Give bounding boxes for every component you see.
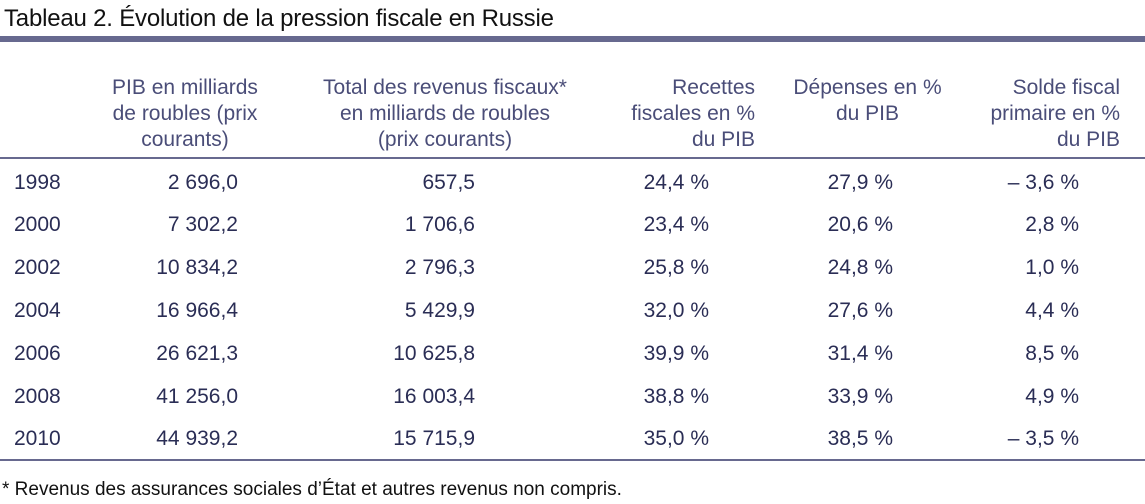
table-row: 2010 44 939,2 15 715,9 35,0 % 38,5 % – 3… [0, 424, 1145, 466]
table-row: 2004 16 966,4 5 429,9 32,0 % 27,6 % 4,4 … [0, 296, 1145, 338]
year-cell: 2010 [14, 427, 61, 450]
revenus-cell: 2 796,3 [404, 256, 475, 279]
title-divider [0, 36, 1145, 42]
solde-cell: 8,5 % [1025, 342, 1079, 365]
column-header-total-revenus: Total des revenus fiscaux* en milliards … [323, 76, 567, 151]
year-cell: 2000 [14, 213, 61, 236]
revenus-cell: 15 715,9 [393, 427, 475, 450]
table-title: Tableau 2. Évolution de la pression fisc… [4, 5, 554, 32]
depenses-cell: 20,6 % [827, 213, 893, 236]
year-cell: 2004 [14, 299, 61, 322]
column-header-depenses: Dépenses en % du PIB [793, 76, 942, 125]
recettes-cell: 39,9 % [643, 342, 709, 365]
year-cell: 2006 [14, 342, 61, 365]
year-cell: 2002 [14, 256, 61, 279]
pib-cell: 26 621,3 [156, 342, 238, 365]
depenses-cell: 27,9 % [827, 171, 893, 194]
solde-cell: 4,4 % [1025, 299, 1079, 322]
table-bottom-divider [0, 459, 1145, 461]
revenus-cell: 657,5 [422, 171, 475, 194]
recettes-cell: 35,0 % [643, 427, 709, 450]
column-header-recettes: Recettes fiscales en % du PIB [631, 76, 755, 151]
revenus-cell: 5 429,9 [404, 299, 475, 322]
solde-cell: – 3,6 % [1007, 171, 1079, 194]
recettes-cell: 25,8 % [643, 256, 709, 279]
pib-cell: 2 696,0 [167, 171, 238, 194]
table-row: 1998 2 696,0 657,5 24,4 % 27,9 % – 3,6 % [0, 168, 1145, 210]
column-header-pib: PIB en milliards de roubles (prix couran… [112, 76, 258, 151]
recettes-cell: 38,8 % [643, 385, 709, 408]
solde-cell: 4,9 % [1025, 385, 1079, 408]
solde-cell: 1,0 % [1025, 256, 1079, 279]
table-row: 2008 41 256,0 16 003,4 38,8 % 33,9 % 4,9… [0, 382, 1145, 424]
pib-cell: 44 939,2 [156, 427, 238, 450]
revenus-cell: 16 003,4 [393, 385, 475, 408]
footnote: * Revenus des assurances sociales d’État… [2, 479, 622, 500]
recettes-cell: 23,4 % [643, 213, 709, 236]
header-divider [0, 157, 1145, 159]
depenses-cell: 31,4 % [827, 342, 893, 365]
solde-cell: – 3,5 % [1007, 427, 1079, 450]
depenses-cell: 33,9 % [827, 385, 893, 408]
column-header-solde: Solde fiscal primaire en % du PIB [990, 76, 1120, 151]
recettes-cell: 32,0 % [643, 299, 709, 322]
pib-cell: 10 834,2 [156, 256, 238, 279]
revenus-cell: 1 706,6 [404, 213, 475, 236]
recettes-cell: 24,4 % [643, 171, 709, 194]
table-row: 2006 26 621,3 10 625,8 39,9 % 31,4 % 8,5… [0, 339, 1145, 381]
pib-cell: 41 256,0 [156, 385, 238, 408]
depenses-cell: 24,8 % [827, 256, 893, 279]
pib-cell: 7 302,2 [167, 213, 238, 236]
depenses-cell: 27,6 % [827, 299, 893, 322]
year-cell: 1998 [14, 171, 61, 194]
pib-cell: 16 966,4 [156, 299, 238, 322]
year-cell: 2008 [14, 385, 61, 408]
depenses-cell: 38,5 % [827, 427, 893, 450]
solde-cell: 2,8 % [1025, 213, 1079, 236]
revenus-cell: 10 625,8 [393, 342, 475, 365]
table-row: 2000 7 302,2 1 706,6 23,4 % 20,6 % 2,8 % [0, 210, 1145, 252]
table-row: 2002 10 834,2 2 796,3 25,8 % 24,8 % 1,0 … [0, 253, 1145, 295]
